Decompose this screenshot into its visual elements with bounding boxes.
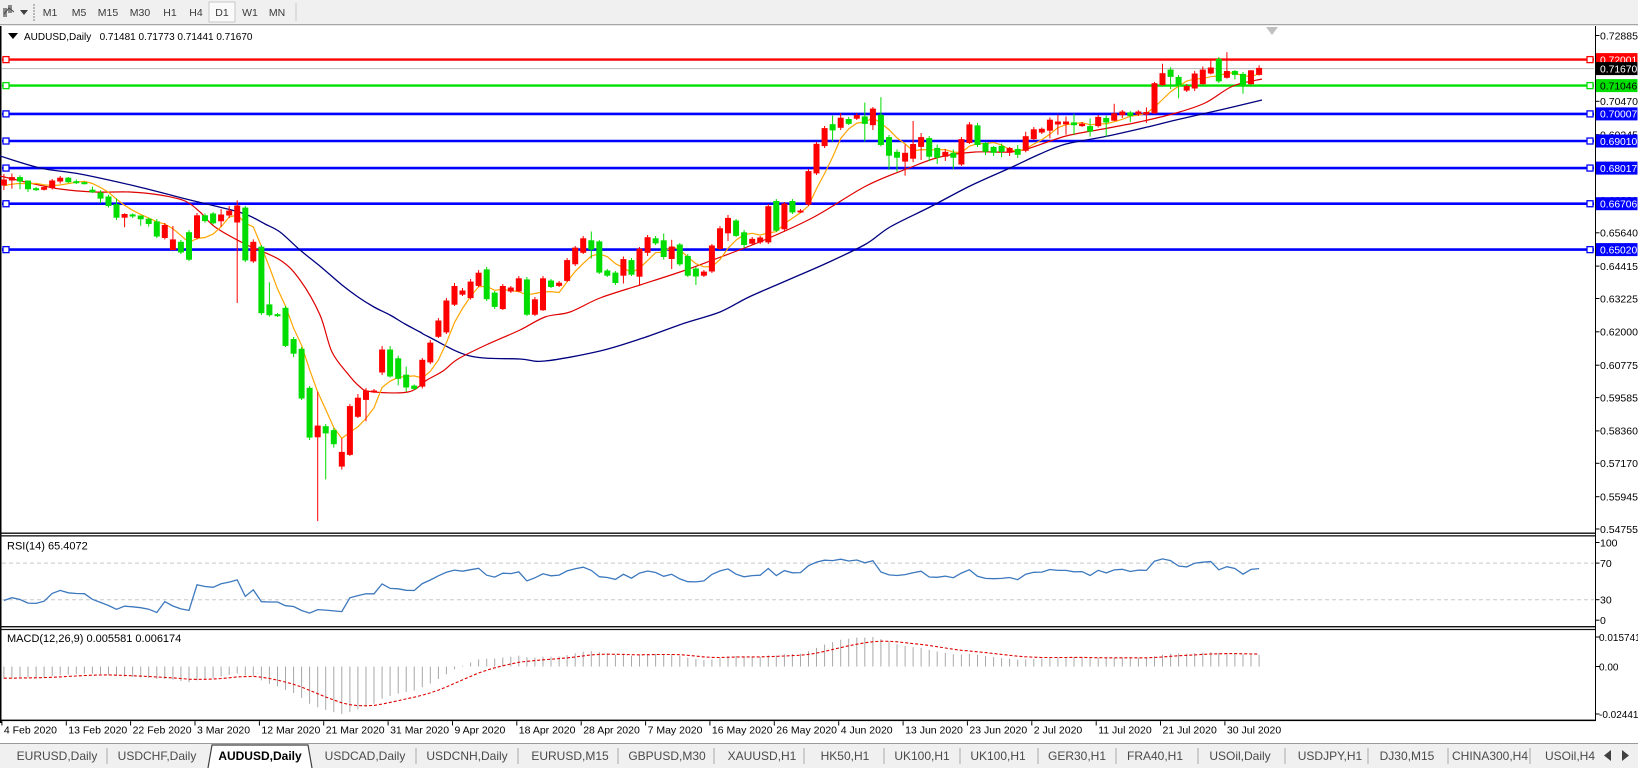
svg-text:W1: W1 <box>242 7 258 19</box>
svg-text:0.68017: 0.68017 <box>1600 164 1637 175</box>
svg-text:0.63225: 0.63225 <box>1600 293 1638 305</box>
svg-text:11 Jul 2020: 11 Jul 2020 <box>1098 725 1152 737</box>
svg-text:USDJPY,H1: USDJPY,H1 <box>1298 749 1363 763</box>
svg-text:0.66706: 0.66706 <box>1600 200 1637 211</box>
svg-text:0.015741: 0.015741 <box>1599 633 1638 644</box>
svg-text:USDCAD,Daily: USDCAD,Daily <box>325 749 406 763</box>
svg-text:23 Jun 2020: 23 Jun 2020 <box>969 725 1027 737</box>
svg-text:0.70007: 0.70007 <box>1600 110 1637 121</box>
svg-text:UK100,H1: UK100,H1 <box>970 749 1026 763</box>
svg-text:USDCHF,Daily: USDCHF,Daily <box>118 749 197 763</box>
svg-text:USDCNH,Daily: USDCNH,Daily <box>426 749 507 763</box>
svg-text:MN: MN <box>269 7 285 19</box>
svg-text:0.65020: 0.65020 <box>1600 245 1637 256</box>
svg-text:0.60775: 0.60775 <box>1600 360 1638 372</box>
svg-text:GBPUSD,M30: GBPUSD,M30 <box>628 749 706 763</box>
svg-text:30 Jul 2020: 30 Jul 2020 <box>1227 725 1281 737</box>
svg-text:21 Jul 2020: 21 Jul 2020 <box>1163 725 1217 737</box>
svg-text:0.62000: 0.62000 <box>1600 327 1638 339</box>
svg-text:0: 0 <box>1600 615 1606 627</box>
svg-text:2 Jul 2020: 2 Jul 2020 <box>1034 725 1083 737</box>
svg-text:0.71046: 0.71046 <box>1600 81 1637 92</box>
svg-text:H4: H4 <box>189 7 203 19</box>
svg-text:HK50,H1: HK50,H1 <box>821 749 870 763</box>
svg-text:MACD(12,26,9) 0.005581 0.00617: MACD(12,26,9) 0.005581 0.006174 <box>7 633 181 645</box>
svg-text:7 May 2020: 7 May 2020 <box>648 725 703 737</box>
svg-text:M30: M30 <box>130 7 151 19</box>
svg-text:31 Mar 2020: 31 Mar 2020 <box>390 725 449 737</box>
svg-text:0.72885: 0.72885 <box>1600 30 1638 42</box>
svg-text:UK100,H1: UK100,H1 <box>894 749 950 763</box>
svg-text:0.57170: 0.57170 <box>1600 458 1638 470</box>
svg-text:-0.024412: -0.024412 <box>1599 710 1638 721</box>
svg-text:EURUSD,Daily: EURUSD,Daily <box>17 749 98 763</box>
svg-text:XAUUSD,H1: XAUUSD,H1 <box>728 749 797 763</box>
svg-text:0.54755: 0.54755 <box>1600 524 1638 536</box>
svg-text:0.00: 0.00 <box>1599 662 1619 673</box>
svg-text:4 Jun 2020: 4 Jun 2020 <box>841 725 893 737</box>
svg-text:RSI(14) 65.4072: RSI(14) 65.4072 <box>7 541 88 553</box>
svg-text:12 Mar 2020: 12 Mar 2020 <box>261 725 320 737</box>
svg-text:0.65640: 0.65640 <box>1600 228 1638 240</box>
svg-text:0.69010: 0.69010 <box>1600 137 1637 148</box>
svg-text:CHINA300,H4: CHINA300,H4 <box>1452 749 1528 763</box>
svg-text:4 Feb 2020: 4 Feb 2020 <box>4 725 57 737</box>
svg-text:USOil,H4: USOil,H4 <box>1545 749 1595 763</box>
svg-text:18 Apr 2020: 18 Apr 2020 <box>519 725 576 737</box>
svg-text:DJ30,M15: DJ30,M15 <box>1380 749 1435 763</box>
svg-text:M1: M1 <box>43 7 58 19</box>
svg-text:30: 30 <box>1600 595 1612 607</box>
svg-text:FRA40,H1: FRA40,H1 <box>1127 749 1183 763</box>
svg-text:EURUSD,M15: EURUSD,M15 <box>531 749 609 763</box>
svg-text:100: 100 <box>1600 537 1618 549</box>
svg-text:28 Apr 2020: 28 Apr 2020 <box>583 725 640 737</box>
svg-text:0.55945: 0.55945 <box>1600 492 1638 504</box>
svg-text:9 Apr 2020: 9 Apr 2020 <box>455 725 506 737</box>
svg-text:0.72001: 0.72001 <box>1600 55 1637 66</box>
svg-text:13 Feb 2020: 13 Feb 2020 <box>68 725 127 737</box>
svg-text:26 May 2020: 26 May 2020 <box>776 725 837 737</box>
svg-text:13 Jun 2020: 13 Jun 2020 <box>905 725 963 737</box>
svg-text:22 Feb 2020: 22 Feb 2020 <box>133 725 192 737</box>
svg-text:16 May 2020: 16 May 2020 <box>712 725 773 737</box>
svg-text:70: 70 <box>1600 558 1612 570</box>
svg-text:GER30,H1: GER30,H1 <box>1048 749 1106 763</box>
svg-text:0.71670: 0.71670 <box>1600 64 1637 75</box>
svg-text:D1: D1 <box>215 7 229 19</box>
svg-text:0.58360: 0.58360 <box>1600 426 1638 438</box>
svg-text:AUDUSD,Daily: AUDUSD,Daily <box>218 749 302 763</box>
svg-text:0.59585: 0.59585 <box>1600 392 1638 404</box>
svg-text:3 Mar 2020: 3 Mar 2020 <box>197 725 250 737</box>
svg-text:0.64415: 0.64415 <box>1600 261 1638 273</box>
svg-text:H1: H1 <box>163 7 177 19</box>
svg-text:M15: M15 <box>98 7 119 19</box>
svg-text:21 Mar 2020: 21 Mar 2020 <box>326 725 385 737</box>
svg-text:0.70470: 0.70470 <box>1600 96 1638 108</box>
svg-text:USOil,Daily: USOil,Daily <box>1209 749 1270 763</box>
svg-text:AUDUSD,Daily 0.71481 0.71773: AUDUSD,Daily 0.71481 0.71773 0.71441 0.7… <box>24 32 253 43</box>
svg-text:M5: M5 <box>72 7 87 19</box>
